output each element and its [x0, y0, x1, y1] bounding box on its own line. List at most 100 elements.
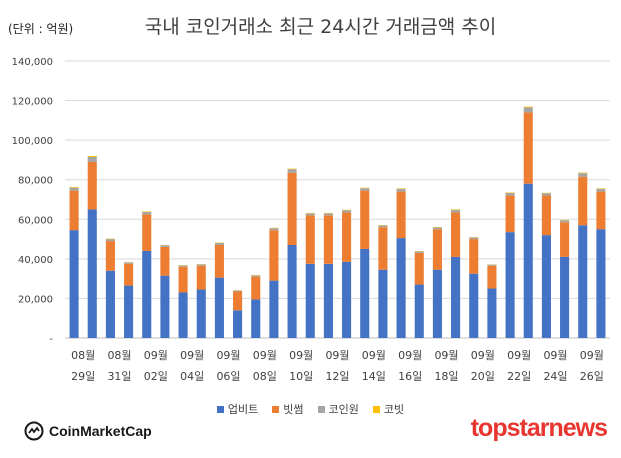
x-tick-label-month: 09월	[216, 349, 240, 362]
bar-segment	[69, 187, 79, 191]
bar-segment	[87, 155, 97, 157]
y-tick-label: 20,000	[18, 294, 53, 305]
bar-segment	[432, 269, 442, 338]
x-tick-label-day: 04일	[180, 369, 204, 383]
x-tick-label-month: 09월	[543, 349, 567, 362]
bar-segment	[505, 232, 515, 338]
bar-segment	[105, 239, 115, 242]
x-tick-label-month: 08월	[71, 349, 95, 362]
bar-segment	[360, 248, 370, 338]
bar-segment	[487, 264, 497, 266]
bar-segment	[560, 256, 570, 338]
legend-label-bithumb: 빗썸	[283, 403, 304, 416]
bar-segment	[160, 275, 170, 338]
bar-segment	[596, 188, 606, 192]
coinmarketcap-icon	[24, 421, 44, 441]
bar-segment	[451, 209, 461, 213]
bar-segment	[214, 245, 224, 278]
x-tick-label-month: 09월	[398, 349, 422, 362]
bar-segment	[87, 156, 97, 162]
y-tick-label: 60,000	[18, 215, 53, 226]
bar-segment	[578, 176, 588, 226]
bar-segment	[251, 275, 261, 277]
x-tick-label-day: 16일	[398, 369, 422, 383]
bar-segment	[432, 227, 442, 230]
bar-segment	[142, 214, 152, 251]
bar-segment	[178, 292, 188, 338]
bar-segment	[560, 220, 570, 223]
x-tick-label-day: 08일	[253, 369, 277, 383]
bar-segment	[269, 230, 279, 281]
bar-segment	[105, 241, 115, 271]
bar-segment	[523, 106, 533, 108]
x-tick-label-month: 08월	[107, 349, 131, 362]
y-tick-label: 140,000	[12, 57, 53, 68]
bar-segment	[523, 107, 533, 113]
legend-item-korbit: 코빗	[372, 401, 404, 417]
bar-segment	[287, 245, 297, 338]
bar-segment	[396, 188, 406, 192]
bar-segment	[269, 280, 279, 338]
bar-segment	[451, 212, 461, 257]
bar-segment	[541, 193, 551, 196]
bar-segment	[69, 230, 79, 338]
bar-segment	[323, 215, 333, 264]
legend-swatch-korbit	[372, 405, 380, 413]
bar-segment	[342, 261, 352, 338]
bar-segment	[287, 172, 297, 246]
y-tick-label: 120,000	[12, 97, 53, 108]
bar-segment	[360, 188, 370, 191]
bar-segment	[323, 263, 333, 338]
bar-segment	[233, 310, 243, 338]
bar-segment	[269, 228, 279, 231]
bar-segment	[142, 211, 152, 215]
bar-segment	[378, 225, 388, 228]
x-tick-label-day: 12일	[325, 369, 349, 383]
bar-segment	[305, 215, 315, 264]
x-tick-label-day: 14일	[362, 369, 386, 383]
x-tick-label-month: 09월	[471, 349, 495, 362]
bar-segment	[342, 212, 352, 262]
x-tick-label-month: 09월	[434, 349, 458, 362]
bar-segment	[414, 252, 424, 285]
bar-segment	[360, 190, 370, 249]
x-tick-label-month: 09월	[180, 349, 204, 362]
x-tick-label-day: 06일	[216, 369, 240, 383]
y-tick-label: 40,000	[18, 255, 53, 266]
bar-segment	[560, 222, 570, 257]
bar-segment	[233, 291, 243, 311]
legend-label-coinone: 코인원	[328, 403, 359, 416]
bar-segment	[233, 290, 243, 292]
bar-segment	[160, 246, 170, 276]
y-tick-label: -	[49, 334, 53, 345]
y-tick-label: 100,000	[12, 136, 53, 147]
y-tick-label: 80,000	[18, 176, 53, 187]
bar-segment	[251, 276, 261, 300]
bar-segment	[469, 239, 479, 274]
coinmarketcap-wordmark: CoinMarketCap	[49, 423, 152, 439]
bar-segment	[196, 264, 206, 266]
x-tick-label-day: 22일	[507, 369, 531, 383]
x-tick-label-month: 09월	[144, 349, 168, 362]
bar-segment	[69, 190, 79, 231]
x-tick-label-day: 29일	[71, 369, 95, 383]
x-tick-label-day: 26일	[580, 369, 604, 383]
bar-segment	[305, 213, 315, 216]
x-tick-label-month: 09월	[325, 349, 349, 362]
bar-segment	[396, 191, 406, 239]
legend-swatch-bithumb	[272, 405, 280, 413]
bar-segment	[469, 273, 479, 338]
bar-segment	[523, 112, 533, 184]
bar-segment	[578, 225, 588, 338]
bar-segment	[541, 235, 551, 338]
topstarnews-logo: topstarnews	[470, 414, 608, 442]
bar-segment	[124, 262, 134, 264]
bar-segment	[414, 251, 424, 253]
bar-segment	[124, 263, 134, 286]
legend-item-coinone: 코인원	[317, 401, 359, 417]
bar-segment	[214, 243, 224, 246]
bar-segment	[578, 172, 588, 174]
x-tick-label-month: 09월	[289, 349, 313, 362]
bar-segment	[178, 265, 188, 267]
x-tick-label-day: 24일	[543, 369, 567, 383]
